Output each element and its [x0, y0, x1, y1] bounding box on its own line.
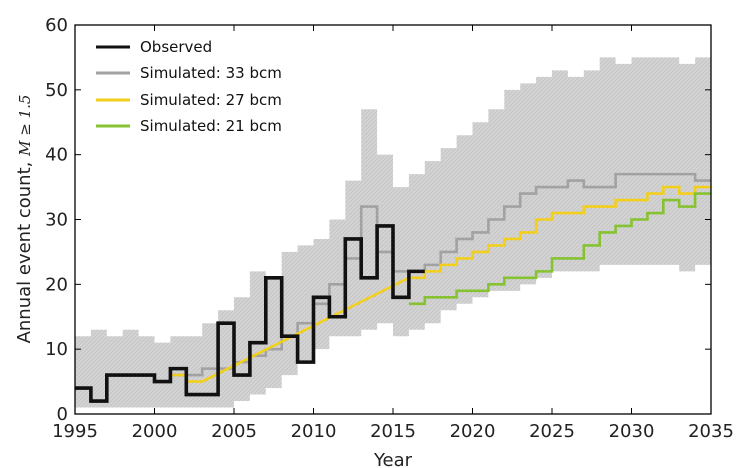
y-tick-label: 30: [45, 210, 68, 231]
y-axis-label-text: Annual event count,: [14, 156, 35, 344]
y-tick-label: 10: [45, 339, 68, 360]
y-tick-label: 60: [45, 15, 68, 36]
x-tick-label: 2035: [688, 421, 734, 442]
y-tick-label: 0: [57, 404, 68, 425]
x-tick-label: 2030: [609, 421, 655, 442]
x-axis-label: Year: [373, 450, 413, 468]
legend-label-27bcm: Simulated: 27 bcm: [140, 91, 282, 109]
y-axis-ticks: 0 10 20 30 40 50 60: [45, 15, 711, 425]
y-axis-label-math: M ≥ 1.5: [16, 95, 34, 157]
x-tick-label: 2020: [450, 421, 496, 442]
y-axis-label: Annual event count, M ≥ 1.5: [14, 95, 35, 344]
series-line-simulated-27bcm: [170, 185, 711, 383]
x-tick-label: 2010: [291, 421, 337, 442]
x-tick-label: 2005: [211, 421, 257, 442]
legend-label-33bcm: Simulated: 33 bcm: [140, 64, 282, 82]
x-tick-label: 2000: [132, 421, 178, 442]
series-line-observed: [75, 224, 425, 403]
legend-label-21bcm: Simulated: 21 bcm: [140, 117, 282, 135]
x-axis-ticks: 1995 2000 2005 2010 2015 2020 2025 2030 2035: [52, 25, 734, 442]
legend: Observed Simulated: 33 bcm Simulated: 27…: [87, 33, 325, 147]
series-line-simulated-21bcm: [408, 192, 711, 306]
y-tick-label: 20: [45, 274, 68, 295]
series-line-simulated-33bcm: [170, 172, 711, 377]
series-layer: [75, 172, 711, 403]
y-tick-label: 40: [45, 145, 68, 166]
x-tick-label: 2015: [370, 421, 416, 442]
y-tick-label: 50: [45, 80, 68, 101]
x-tick-label: 1995: [52, 421, 98, 442]
x-tick-label: 2025: [529, 421, 575, 442]
legend-label-observed: Observed: [140, 38, 212, 56]
